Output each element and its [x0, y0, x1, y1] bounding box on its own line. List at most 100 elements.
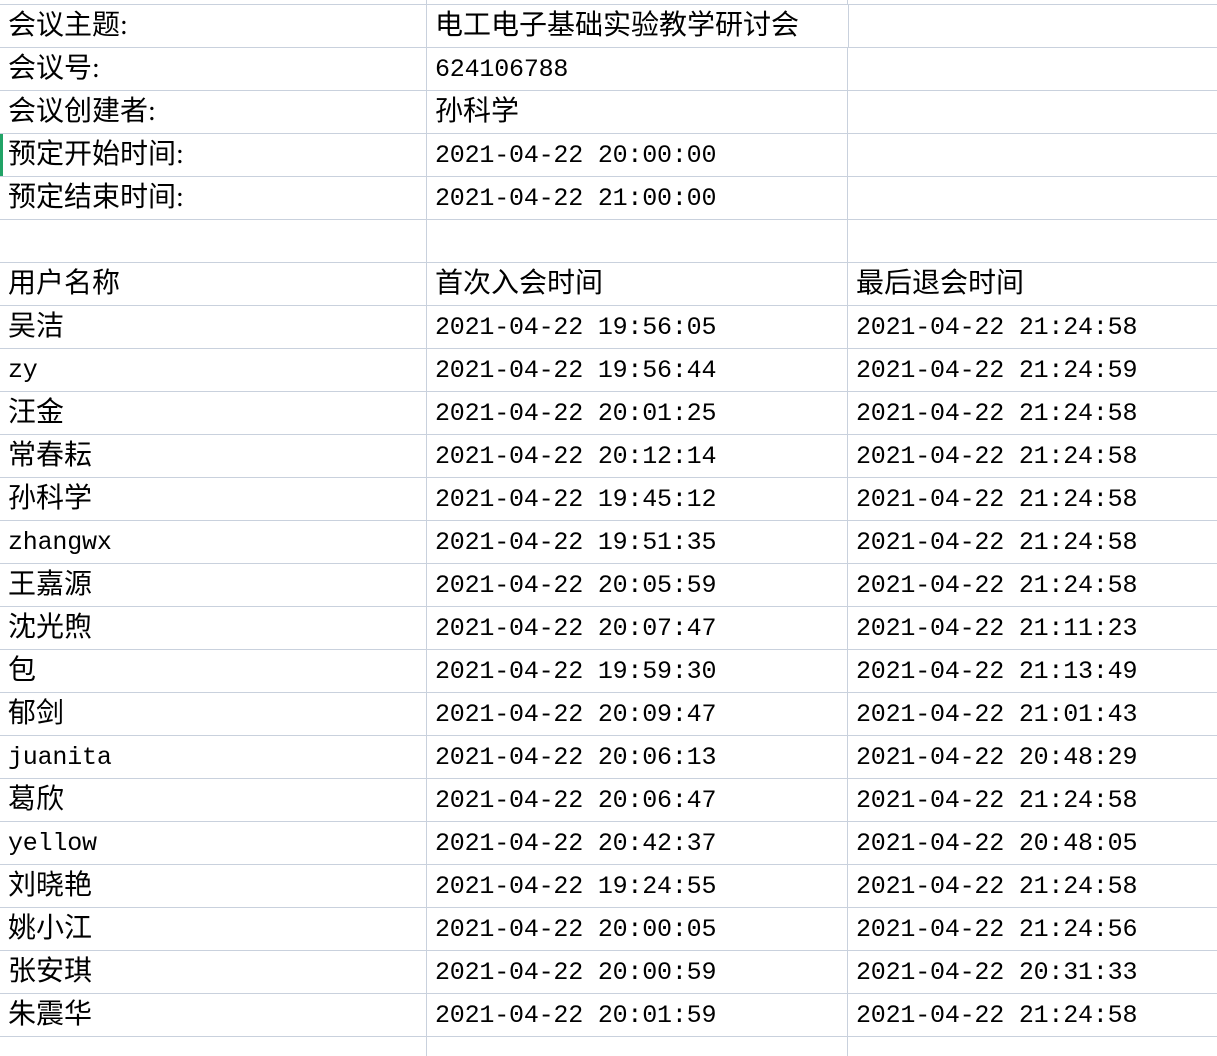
table-row: 朱震华 2021-04-22 20:01:59 2021-04-22 21:24:5… [0, 994, 1217, 1037]
cell-empty[interactable] [427, 0, 848, 4]
cell-last-leave-time[interactable]: 2021-04-22 20:31:33 [856, 957, 1138, 987]
cell-last-leave-time[interactable]: 2021-04-22 21:24:58 [856, 1000, 1138, 1030]
table-row: 沈光煦 2021-04-22 20:07:47 2021-04-22 21:11:2… [0, 607, 1217, 650]
cell-empty[interactable] [0, 1037, 427, 1056]
cell-username[interactable]: 姚小江 [0, 908, 427, 950]
cell-empty[interactable] [848, 220, 1217, 262]
cell-username[interactable]: 汪金 [0, 392, 427, 434]
attendee-table-body: 吴洁 2021-04-22 19:56:05 2021-04-22 21:24:58… [0, 306, 1217, 1037]
cell-last-leave-time[interactable]: 2021-04-22 21:24:59 [856, 355, 1138, 385]
table-row: 吴洁 2021-04-22 19:56:05 2021-04-22 21:24:58 [0, 306, 1217, 349]
cell-empty[interactable] [848, 5, 1217, 47]
table-header-row: 用户名称 首次入会时间 最后退会时间 [0, 263, 1217, 306]
meeting-info-value-text: 电工电子基础实验教学研讨会 [435, 12, 804, 40]
cell-first-join-time[interactable]: 2021-04-22 20:05:59 [427, 564, 848, 606]
cell-first-join-time[interactable]: 2021-04-22 20:09:47 [427, 693, 848, 735]
cell-empty[interactable] [0, 220, 427, 262]
cell-first-join-time[interactable]: 2021-04-22 20:00:59 [427, 951, 848, 993]
meeting-info-label[interactable]: 预定结束时间: [0, 177, 427, 219]
grid-row-partial-bottom [0, 1037, 1217, 1056]
cell-first-join-time[interactable]: 2021-04-22 20:00:05 [427, 908, 848, 950]
cell-first-join-time[interactable]: 2021-04-22 19:51:35 [427, 521, 848, 563]
table-row: 汪金 2021-04-22 20:01:25 2021-04-22 21:24:58 [0, 392, 1217, 435]
cell-empty[interactable] [427, 1037, 848, 1056]
cell-last-leave-time[interactable]: 2021-04-22 21:01:43 [856, 699, 1138, 729]
meeting-info-value[interactable]: 2021-04-22 20:00:00 [427, 134, 848, 176]
table-row: 包 2021-04-22 19:59:30 2021-04-22 21:13:49 [0, 650, 1217, 693]
cell-last-leave-time[interactable]: 2021-04-22 21:24:58 [856, 570, 1138, 600]
cell-empty[interactable] [848, 177, 1217, 219]
column-header-username[interactable]: 用户名称 [0, 263, 427, 305]
cell-username[interactable]: 孙科学 [0, 478, 427, 520]
cell-first-join-time[interactable]: 2021-04-22 20:42:37 [427, 822, 848, 864]
meeting-info-label[interactable]: 会议创建者: [0, 91, 427, 133]
meeting-info-value[interactable]: 2021-04-22 21:00:00 [427, 177, 848, 219]
cell-last-leave-time[interactable]: 2021-04-22 21:11:23 [856, 613, 1138, 643]
cell-last-leave-time[interactable]: 2021-04-22 21:24:58 [856, 484, 1138, 514]
meeting-info-value[interactable]: 孙科学 [427, 91, 848, 133]
cell-first-join-time[interactable]: 2021-04-22 19:56:44 [427, 349, 848, 391]
meeting-info-label[interactable]: 会议号: [0, 48, 427, 90]
cell-username[interactable]: 刘晓艳 [0, 865, 427, 907]
grid-row-spacer [0, 220, 1217, 263]
table-row: 张安琪 2021-04-22 20:00:59 2021-04-22 20:31:3… [0, 951, 1217, 994]
cell-username[interactable]: 王嘉源 [0, 564, 427, 606]
meeting-info-label[interactable]: 预定开始时间: [0, 134, 427, 176]
cell-last-leave-time[interactable]: 2021-04-22 21:24:58 [856, 441, 1138, 471]
cell-first-join-time[interactable]: 2021-04-22 20:06:47 [427, 779, 848, 821]
cell-first-join-time[interactable]: 2021-04-22 19:56:05 [427, 306, 848, 348]
meeting-info-row: 预定开始时间: 2021-04-22 20:00:00 [0, 134, 1217, 177]
cell-empty[interactable] [848, 91, 1217, 133]
cell-username[interactable]: 朱震华 [0, 994, 427, 1036]
column-header-first-join-time[interactable]: 首次入会时间 [427, 263, 848, 305]
cell-username[interactable]: 张安琪 [0, 951, 427, 993]
cell-username[interactable]: 葛欣 [0, 779, 427, 821]
cell-last-leave-time[interactable]: 2021-04-22 21:24:58 [856, 871, 1138, 901]
grid-row-partial-top [0, 0, 1217, 5]
cell-empty[interactable] [427, 220, 848, 262]
cell-username[interactable]: juanita [0, 736, 427, 778]
cell-first-join-time[interactable]: 2021-04-22 20:01:59 [427, 994, 848, 1036]
meeting-info-value[interactable]: 624106788 [427, 48, 848, 90]
cell-username[interactable]: zhangwx [0, 521, 427, 563]
meeting-info-row: 预定结束时间: 2021-04-22 21:00:00 [0, 177, 1217, 220]
cell-first-join-time[interactable]: 2021-04-22 20:01:25 [427, 392, 848, 434]
cell-first-join-time[interactable]: 2021-04-22 19:45:12 [427, 478, 848, 520]
cell-last-leave-time[interactable]: 2021-04-22 21:13:49 [856, 656, 1138, 686]
cell-last-leave-time[interactable]: 2021-04-22 20:48:29 [856, 742, 1138, 772]
cell-username[interactable]: 吴洁 [0, 306, 427, 348]
cell-empty[interactable] [848, 0, 1217, 4]
cell-username[interactable]: 包 [0, 650, 427, 692]
table-row: 姚小江 2021-04-22 20:00:05 2021-04-22 21:24:5… [0, 908, 1217, 951]
cell-last-leave-time[interactable]: 2021-04-22 21:24:56 [856, 914, 1138, 944]
cell-first-join-time[interactable]: 2021-04-22 19:59:30 [427, 650, 848, 692]
meeting-info-row: 会议主题: 电工电子基础实验教学研讨会 [0, 5, 1217, 48]
table-row: 常春耘 2021-04-22 20:12:14 2021-04-22 21:24:5… [0, 435, 1217, 478]
table-row: zhangwx 2021-04-22 19:51:35 2021-04-22 21:… [0, 521, 1217, 564]
cell-empty[interactable] [848, 134, 1217, 176]
table-row: 王嘉源 2021-04-22 20:05:59 2021-04-22 21:24:5… [0, 564, 1217, 607]
meeting-info-label[interactable]: 会议主题: [0, 5, 427, 47]
column-header-last-leave-time[interactable]: 最后退会时间 [856, 268, 1025, 299]
cell-first-join-time[interactable]: 2021-04-22 20:12:14 [427, 435, 848, 477]
meeting-info-row: 会议创建者: 孙科学 [0, 91, 1217, 134]
cell-username[interactable]: 沈光煦 [0, 607, 427, 649]
cell-empty[interactable] [0, 0, 427, 4]
table-row: yellow 2021-04-22 20:42:37 2021-04-22 20:4… [0, 822, 1217, 865]
cell-username[interactable]: 郁剑 [0, 693, 427, 735]
cell-empty[interactable] [848, 48, 1217, 90]
cell-username[interactable]: 常春耘 [0, 435, 427, 477]
cell-empty[interactable] [848, 1037, 1217, 1056]
cell-last-leave-time[interactable]: 2021-04-22 21:24:58 [856, 312, 1138, 342]
cell-first-join-time[interactable]: 2021-04-22 20:07:47 [427, 607, 848, 649]
cell-first-join-time[interactable]: 2021-04-22 19:24:55 [427, 865, 848, 907]
cell-last-leave-time[interactable]: 2021-04-22 21:24:58 [856, 398, 1138, 428]
cell-username[interactable]: yellow [0, 822, 427, 864]
cell-last-leave-time[interactable]: 2021-04-22 21:24:58 [856, 785, 1138, 815]
cell-last-leave-time[interactable]: 2021-04-22 20:48:05 [856, 828, 1138, 858]
table-row: 孙科学 2021-04-22 19:45:12 2021-04-22 21:24:5… [0, 478, 1217, 521]
cell-first-join-time[interactable]: 2021-04-22 20:06:13 [427, 736, 848, 778]
cell-username[interactable]: zy [0, 349, 427, 391]
cell-last-leave-time[interactable]: 2021-04-22 21:24:58 [856, 527, 1138, 557]
meeting-info-value[interactable]: 电工电子基础实验教学研讨会 [427, 5, 848, 47]
